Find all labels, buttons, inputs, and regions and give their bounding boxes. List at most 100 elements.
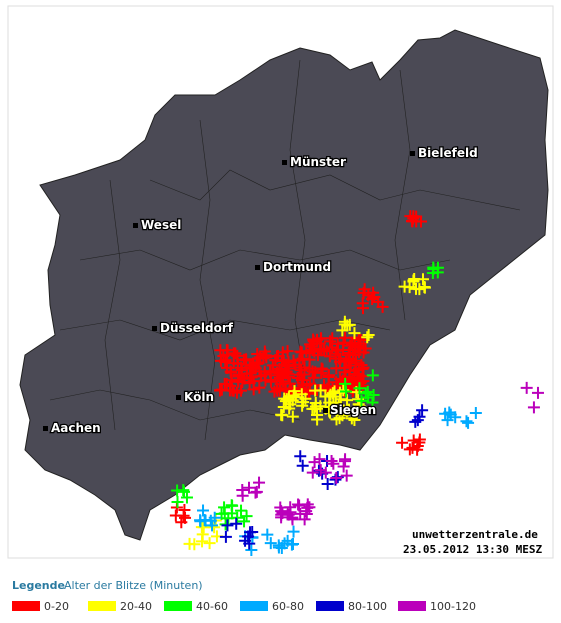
lightning-strike — [171, 496, 184, 509]
lightning-strike — [413, 410, 426, 423]
lightning-strike — [243, 481, 256, 494]
legend-label: 40-60 — [196, 600, 228, 613]
legend-swatch — [164, 601, 192, 611]
region — [19, 29, 549, 541]
lightning-strike — [376, 300, 389, 313]
lightning-strike — [321, 478, 334, 491]
lightning-strike — [396, 436, 409, 449]
city-marker — [152, 326, 157, 331]
city-label: Dortmund — [263, 260, 331, 274]
lightning-strike — [318, 343, 331, 356]
legend-title: Legende — [12, 579, 65, 592]
lightning-strike — [251, 348, 264, 361]
lightning-strike — [287, 537, 300, 550]
lightning-strike — [272, 349, 285, 362]
lightning-layer — [169, 210, 544, 557]
lightning-strike — [346, 407, 359, 420]
lightning-strike — [219, 518, 232, 531]
lightning-strike — [329, 396, 342, 409]
lightning-strike — [414, 215, 427, 228]
lightning-strike — [343, 349, 356, 362]
lightning-strike — [356, 302, 369, 315]
lightning-strike — [236, 484, 249, 497]
lightning-strike — [169, 509, 182, 522]
lightning-strike — [286, 410, 299, 423]
lightning-strike — [295, 388, 308, 401]
lightning-strike — [180, 491, 193, 504]
city-marker — [133, 223, 138, 228]
lightning-strike — [286, 513, 299, 526]
lightning-strike — [311, 413, 324, 426]
lightning-strike — [230, 517, 243, 530]
lightning-strike — [462, 416, 475, 429]
lightning-strike — [353, 400, 366, 413]
lightning-strike — [413, 283, 426, 296]
lightning-strike — [284, 398, 297, 411]
lightning-strike — [338, 361, 351, 374]
lightning-strike — [231, 349, 244, 362]
lightning-strike — [259, 349, 272, 362]
lightning-strike — [197, 504, 210, 517]
lightning-strike — [268, 385, 281, 398]
lightning-strike — [326, 332, 339, 345]
lightning-strike — [208, 511, 221, 524]
lightning-strike — [293, 368, 306, 381]
lightning-strike — [282, 359, 295, 372]
lightning-strike — [460, 415, 473, 428]
lightning-strike — [352, 340, 365, 353]
city-marker — [410, 151, 415, 156]
city-label: Aachen — [51, 421, 101, 435]
legend-label: 100-120 — [430, 600, 476, 613]
lightning-strike — [324, 388, 337, 401]
lightning-strike — [431, 261, 444, 274]
lightning-strike — [183, 537, 196, 550]
lightning-strike — [315, 362, 328, 375]
lightning-strike — [345, 412, 358, 425]
lightning-strike — [199, 514, 212, 527]
lightning-strike — [287, 389, 300, 402]
lightning-strike — [253, 381, 266, 394]
lightning-strike — [469, 406, 482, 419]
lightning-strike — [218, 507, 231, 520]
lightning-strike — [348, 413, 361, 426]
legend-label: 60-80 — [272, 600, 304, 613]
legend-swatch — [12, 601, 40, 611]
lightning-strike — [219, 354, 232, 367]
lightning-strike — [366, 369, 379, 382]
lightning-strike — [441, 414, 454, 427]
lightning-strike — [309, 400, 322, 413]
legend-swatch — [240, 601, 268, 611]
lightning-strike — [341, 394, 354, 407]
city-marker — [176, 395, 181, 400]
lightning-strike — [266, 359, 279, 372]
lightning-strike — [327, 457, 340, 470]
legend-subtitle: Alter der Blitze (Minuten) — [64, 579, 203, 592]
legend-swatch — [88, 601, 116, 611]
lightning-strike — [196, 528, 209, 541]
timestamp: 23.05.2012 13:30 MESZ — [403, 543, 542, 556]
lightning-strike — [348, 327, 361, 340]
city-label: Münster — [290, 155, 346, 169]
lightning-strike — [366, 396, 379, 409]
lightning-strike — [245, 361, 258, 374]
city-label: Bielefeld — [418, 146, 478, 160]
lightning-strike — [273, 371, 286, 384]
lightning-strike — [330, 472, 343, 485]
lightning-strike — [337, 460, 350, 473]
lightning-strike — [340, 385, 353, 398]
lightning-strike — [224, 365, 237, 378]
lightning-strike — [411, 443, 424, 456]
lightning-strike — [232, 370, 245, 383]
legend-label: 0-20 — [44, 600, 69, 613]
lightning-strike — [282, 370, 295, 383]
lightning-strike — [353, 382, 366, 395]
city-label: Siegen — [330, 403, 376, 417]
city-marker — [43, 426, 48, 431]
lightning-strike — [520, 381, 533, 394]
lightning-strike — [214, 344, 227, 357]
lightning-strike — [325, 455, 338, 468]
legend-swatch — [398, 601, 426, 611]
lightning-strike — [264, 537, 277, 550]
lightning-strike — [355, 394, 368, 407]
city-marker — [282, 160, 287, 165]
